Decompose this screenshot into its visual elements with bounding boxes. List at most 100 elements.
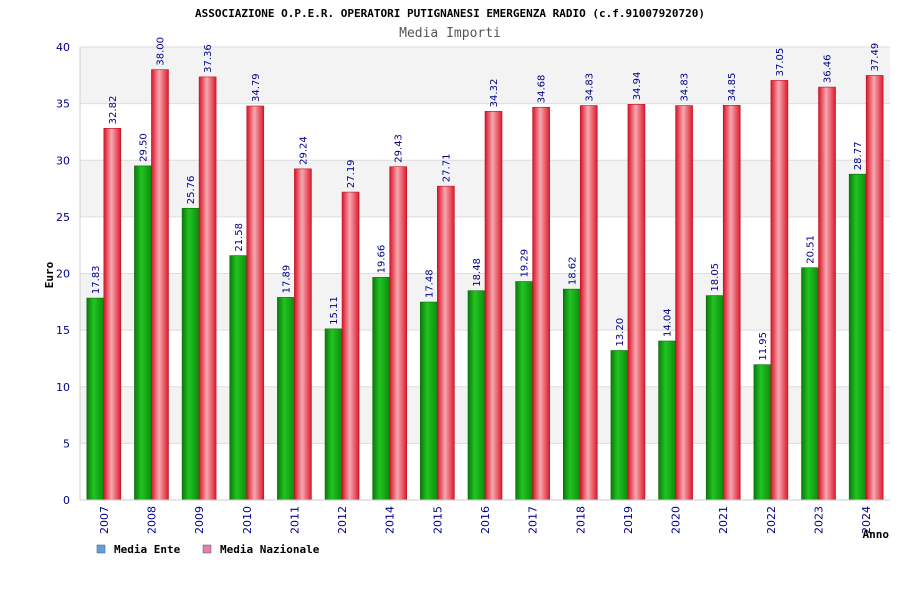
data-label-media-ente-2019: 13.20: [615, 318, 626, 347]
legend-label-media-nazionale: Media Nazionale: [220, 543, 320, 556]
bar-media-ente-2018: [562, 288, 581, 501]
y-tick-label: 0: [63, 494, 70, 507]
data-label-media-nazionale-2008: 38.00: [155, 37, 166, 66]
data-label-media-ente-2020: 14.04: [663, 308, 674, 337]
x-tick-label: 2009: [193, 506, 206, 534]
legend-swatch-media-ente: [96, 544, 106, 554]
x-tick-label: 2019: [622, 506, 635, 534]
data-label-media-nazionale-2021: 34.85: [727, 73, 738, 102]
data-label-media-ente-2024: 28.77: [853, 142, 864, 171]
axes: [79, 47, 890, 501]
data-label-media-ente-2009: 25.76: [186, 176, 197, 205]
y-tick-label: 25: [56, 211, 70, 224]
y-tick-label: 10: [56, 381, 70, 394]
data-label-media-ente-2010: 21.58: [234, 223, 245, 252]
bar-media-nazionale-2010: [246, 105, 265, 501]
data-label-media-nazionale-2015: 27.71: [441, 154, 452, 183]
x-tick-label: 2016: [479, 506, 492, 534]
data-label-media-nazionale-2016: 34.32: [489, 79, 500, 108]
x-tick-label: 2007: [98, 506, 111, 534]
data-label-media-nazionale-2007: 32.82: [108, 96, 119, 125]
y-axis-ticks: 0 5 10 15 20 25 30 35 40: [56, 41, 70, 507]
bar-labels: 17.83 32.82 29.50 38.00 25.76 37.36 21.58 34.79…: [91, 37, 881, 361]
data-label-media-nazionale-2019: 34.94: [632, 72, 643, 101]
x-tick-label: 2011: [288, 506, 301, 534]
x-tick-label: 2014: [384, 506, 397, 534]
bar-media-ente-2021: [705, 295, 724, 501]
x-axis-ticks: 2007 2008 2009 2010 2011 2012 2014 2015 2016 2017…: [98, 506, 873, 534]
bar-media-ente-2009: [181, 207, 200, 501]
x-tick-label: 2023: [813, 506, 826, 534]
y-tick-label: 30: [56, 154, 70, 167]
legend-label-media-ente: Media Ente: [114, 543, 181, 556]
bar-media-ente-2019: [610, 350, 629, 501]
bar-media-ente-2020: [658, 340, 676, 501]
bar-media-nazionale-2024: [865, 75, 884, 501]
x-tick-label: 2018: [574, 506, 587, 534]
bar-media-nazionale-2020: [675, 105, 693, 501]
y-tick-label: 20: [56, 268, 70, 281]
data-label-media-nazionale-2010: 34.79: [251, 73, 262, 102]
data-label-media-ente-2008: 29.50: [138, 133, 149, 162]
y-tick-label: 40: [56, 41, 70, 54]
bar-media-ente-2011: [277, 297, 295, 501]
x-tick-label: 2012: [336, 506, 349, 534]
bar-media-ente-2024: [848, 173, 867, 501]
bar-media-nazionale-2007: [103, 128, 122, 501]
bar-media-nazionale-2012: [341, 191, 360, 501]
bar-media-nazionale-2019: [627, 104, 646, 501]
bar-media-ente-2022: [753, 364, 772, 501]
x-tick-label: 2017: [527, 506, 540, 534]
bar-media-nazionale-2008: [151, 69, 169, 501]
bar-media-ente-2016: [467, 290, 486, 501]
bar-media-ente-2008: [134, 165, 152, 501]
x-tick-label: 2020: [670, 506, 683, 534]
x-tick-label: 2015: [431, 506, 444, 534]
data-label-media-ente-2012: 15.11: [329, 296, 340, 325]
bar-media-ente-2012: [324, 328, 343, 501]
data-label-media-nazionale-2024: 37.49: [870, 43, 881, 72]
bar-media-ente-2010: [229, 255, 248, 501]
x-tick-label: 2010: [241, 506, 254, 534]
chart-subtitle: Media Importi: [399, 26, 501, 41]
bar-media-nazionale-2022: [770, 80, 789, 501]
data-label-media-nazionale-2023: 36.46: [823, 54, 834, 83]
data-label-media-ente-2017: 19.29: [520, 249, 531, 278]
bar-media-nazionale-2009: [198, 76, 217, 501]
data-label-media-nazionale-2012: 27.19: [346, 159, 357, 188]
bar-media-nazionale-2018: [579, 105, 598, 501]
data-label-media-ente-2007: 17.83: [91, 265, 102, 294]
bar-media-ente-2017: [515, 281, 533, 501]
y-tick-label: 15: [56, 324, 70, 337]
data-label-media-ente-2014: 19.66: [377, 245, 388, 274]
data-label-media-nazionale-2014: 29.43: [394, 134, 405, 163]
data-label-media-ente-2022: 11.95: [758, 332, 769, 361]
y-tick-label: 35: [56, 98, 70, 111]
chart-title: ASSOCIAZIONE O.P.E.R. OPERATORI PUTIGNAN…: [195, 7, 705, 20]
data-label-media-nazionale-2020: 34.83: [680, 73, 691, 102]
bar-media-nazionale-2015: [437, 185, 455, 501]
bar-media-nazionale-2016: [484, 111, 503, 501]
y-tick-label: 5: [63, 437, 70, 450]
bar-media-nazionale-2023: [818, 86, 836, 501]
y-axis-label: Euro: [43, 261, 56, 288]
bar-media-nazionale-2017: [532, 106, 550, 501]
data-label-media-nazionale-2022: 37.05: [775, 48, 786, 77]
legend-swatch-media-nazionale: [202, 544, 212, 554]
bar-media-ente-2015: [420, 301, 438, 501]
bar-media-ente-2023: [801, 267, 819, 501]
bar-media-nazionale-2014: [389, 166, 408, 501]
bar-media-nazionale-2011: [294, 168, 312, 501]
data-label-media-nazionale-2011: 29.24: [298, 136, 309, 165]
legend: Media Ente Media Nazionale: [96, 543, 320, 556]
bars: [86, 69, 884, 501]
x-tick-label: 2022: [765, 506, 778, 534]
data-label-media-ente-2018: 18.62: [567, 256, 578, 285]
data-label-media-nazionale-2017: 34.68: [537, 75, 548, 104]
bar-media-ente-2007: [86, 297, 105, 501]
data-label-media-ente-2015: 17.48: [424, 269, 435, 298]
data-label-media-ente-2011: 17.89: [281, 265, 292, 294]
x-tick-label: 2008: [145, 506, 158, 534]
bar-media-ente-2014: [372, 277, 391, 501]
